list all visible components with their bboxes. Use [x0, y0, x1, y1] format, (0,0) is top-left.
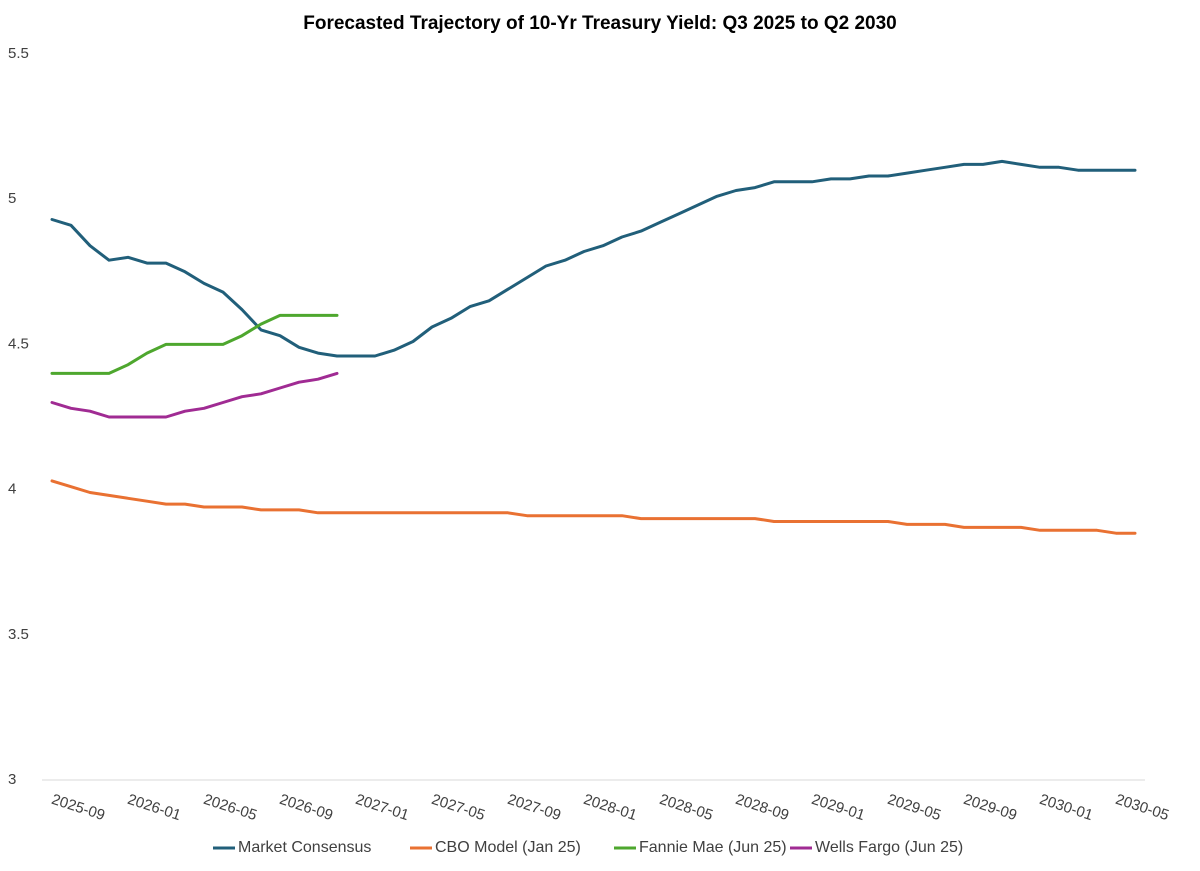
y-tick-label: 4 — [8, 481, 16, 498]
x-tick-label: 2030-01 — [1037, 791, 1095, 824]
y-tick-label: 3 — [8, 771, 16, 788]
x-tick-label: 2027-05 — [429, 791, 487, 824]
y-tick-label: 5.5 — [8, 45, 29, 62]
legend-label: Wells Fargo (Jun 25) — [815, 839, 963, 856]
x-tick-label: 2029-09 — [961, 791, 1019, 824]
legend-label: CBO Model (Jan 25) — [435, 839, 581, 856]
x-tick-label: 2025-09 — [49, 791, 107, 824]
series-line — [50, 159, 1137, 358]
legend-label: Market Consensus — [238, 839, 371, 856]
x-tick-label: 2028-09 — [733, 791, 791, 824]
x-tick-label: 2028-05 — [657, 791, 715, 824]
x-tick-label: 2027-01 — [353, 791, 411, 824]
y-tick-label: 4.5 — [8, 335, 29, 352]
x-tick-label: 2028-01 — [581, 791, 639, 824]
x-tick-label: 2026-05 — [201, 791, 259, 824]
y-tick-label: 3.5 — [8, 626, 29, 643]
chart-title: Forecasted Trajectory of 10-Yr Treasury … — [303, 13, 897, 34]
series-line — [50, 313, 339, 375]
x-tick-label: 2029-01 — [809, 791, 867, 824]
x-tick-label: 2030-05 — [1113, 791, 1171, 824]
series-line — [50, 479, 1137, 535]
x-tick-label: 2029-05 — [885, 791, 943, 824]
x-tick-label: 2027-09 — [505, 791, 563, 824]
x-tick-label: 2026-09 — [277, 791, 335, 824]
x-tick-label: 2026-01 — [125, 791, 183, 824]
y-tick-label: 5 — [8, 190, 16, 207]
legend-label: Fannie Mae (Jun 25) — [639, 839, 787, 856]
series-line — [50, 371, 339, 419]
